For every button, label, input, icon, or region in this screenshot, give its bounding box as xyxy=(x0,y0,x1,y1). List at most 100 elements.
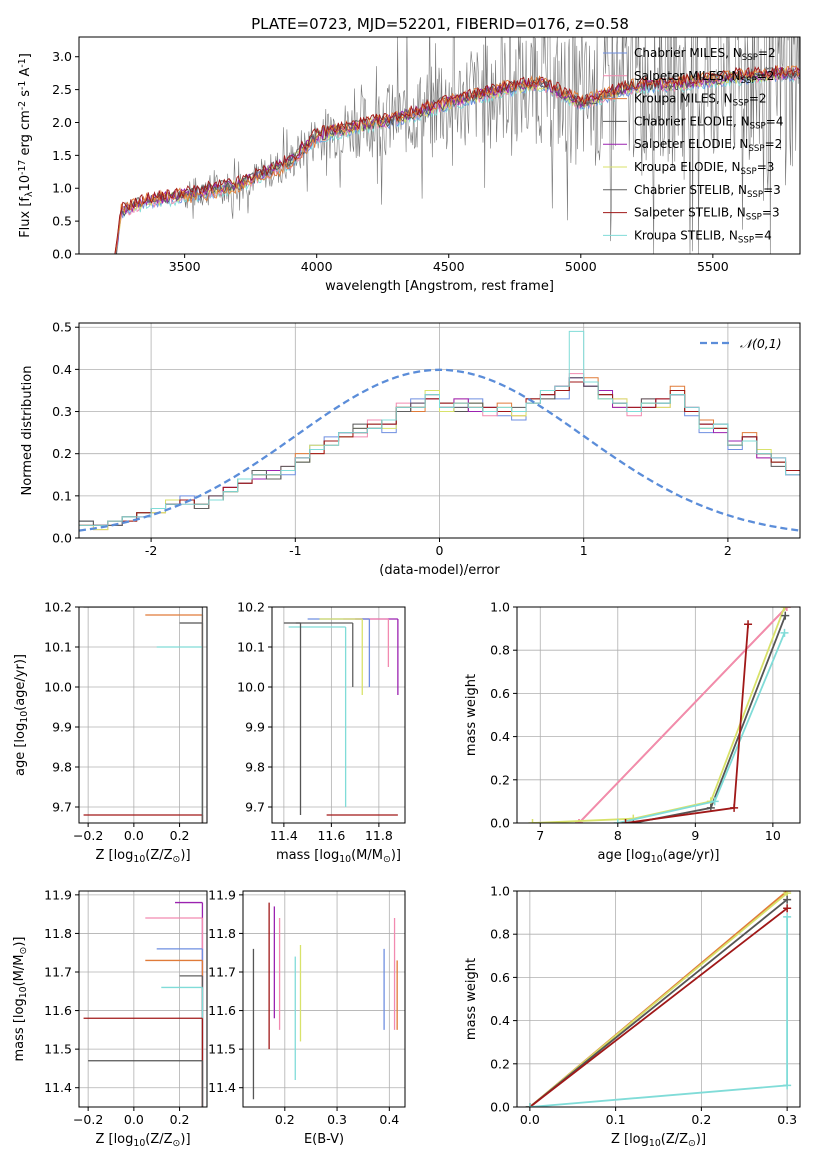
mass_vs_ebv-ytick-label: 11.7 xyxy=(208,965,236,980)
mass_vs_Z-plot-area xyxy=(83,901,204,1107)
massweight_vs_age-ylabel: mass weight xyxy=(464,674,479,756)
point-marker-salp_miles xyxy=(782,607,791,611)
point-marker-krou_stelib xyxy=(525,1103,534,1107)
residuals-ytick-label: 0.3 xyxy=(52,404,72,419)
age_vs_Z-frame xyxy=(78,606,208,824)
age_vs_Z-plot-area xyxy=(83,607,204,823)
spectrum-plot-area xyxy=(105,37,800,254)
massweight_vs_Z-panel: 0.0 0.1 0.2 0.3 0.0 0.2 0.4 0.6 0.8 1.0 Z [log10(Z… xyxy=(464,884,801,1149)
age_vs_mass-plot-area xyxy=(283,618,399,816)
spectrum-ytick-label: 1.0 xyxy=(52,181,72,196)
residuals-ytick-label: 0.5 xyxy=(52,320,72,335)
mass_vs_Z-ytick-label: 11.8 xyxy=(44,926,72,941)
model-krou_miles xyxy=(105,64,800,254)
age_vs_Z-ytick-label: 10.0 xyxy=(44,680,72,695)
observed-spectrum xyxy=(184,37,800,254)
spectrum-frame xyxy=(78,36,801,255)
massweight_vs_Z-plot-area xyxy=(525,891,792,1107)
cumulative-chab_elodie xyxy=(633,615,787,823)
point-marker-chab_elodie xyxy=(781,611,790,620)
massweight_vs_Z-ytick-label: 0.2 xyxy=(490,1056,510,1071)
massweight_vs_age-xtick-label: 9 xyxy=(691,828,699,843)
mass_vs_ebv-ytick-label: 11.8 xyxy=(208,926,236,941)
residuals-xlabel: (data-model)/error xyxy=(379,563,500,578)
massweight_vs_Z-xtick-label: 0.1 xyxy=(606,1112,626,1127)
spectrum-xtick-label: 5000 xyxy=(565,259,597,274)
age_vs_mass-ytick-label: 10.2 xyxy=(237,600,265,615)
mass_vs_Z-panel: −0.2 0.0 0.2 11.4 11.5 11.6 11.7 11.8 11.9 Z [log… xyxy=(12,887,208,1149)
mass_vs_ebv-xtick-label: 0.4 xyxy=(379,1112,399,1127)
mass_vs_ebv-frame xyxy=(242,890,406,1108)
massweight_vs_age-ytick-label: 1.0 xyxy=(490,600,510,615)
residuals-ytick-label: 0.1 xyxy=(52,488,72,503)
residuals-plot-area xyxy=(79,330,800,532)
age_vs_mass-ytick-label: 10.0 xyxy=(237,680,265,695)
massweight_vs_age-ytick-label: 0.8 xyxy=(490,643,510,658)
massweight_vs_age-xlabel: age [log10(age/yr)] xyxy=(598,848,720,865)
mass_vs_Z-ylabel: mass [log10(M/M⊙)] xyxy=(12,937,29,1062)
point-marker-krou_stelib xyxy=(783,1081,792,1090)
point-marker-krou_stelib xyxy=(710,797,719,806)
legend-label-chab_miles: Chabrier MILES, NSSP=2 xyxy=(634,46,776,63)
cumulative-salp_stelib xyxy=(625,624,749,823)
mass_vs_Z-ytick-label: 11.7 xyxy=(44,965,72,980)
spectrum-panel: 3500 4000 4500 5000 5500 0.0 0.5 1.0 1.5 2.0 2.5 3.… xyxy=(17,36,801,294)
normal-curve xyxy=(79,368,800,532)
point-marker-salp_stelib xyxy=(730,803,739,812)
mass_vs_ebv-ytick-label: 11.9 xyxy=(208,887,236,902)
mass_vs_Z-ytick-label: 11.4 xyxy=(44,1080,72,1095)
spectrum-ytick-label: 2.5 xyxy=(52,82,72,97)
residuals-panel: -2 -1 0 1 2 0.0 0.1 0.2 0.3 0.4 0.5 (data-model)/er… xyxy=(20,320,801,578)
age_vs_mass-panel: 11.4 11.6 11.8 9.7 9.8 9.9 10.0 10.1 10.2 mass [l… xyxy=(237,600,406,865)
massweight_vs_age-xtick-label: 7 xyxy=(536,828,544,843)
spectrum-xtick-label: 4500 xyxy=(433,259,465,274)
histogram-salp_miles xyxy=(79,373,800,531)
legend-label-salp_miles: Salpeter MILES, NSSP=2 xyxy=(634,69,774,86)
legend-label-salp_elodie: Salpeter ELODIE, NSSP=2 xyxy=(634,137,782,154)
massweight_vs_age-xtick-label: 10 xyxy=(765,828,781,843)
cumulative-chab_elodie xyxy=(529,898,788,1107)
spectrum-ytick-label: 2.0 xyxy=(52,115,72,130)
point-marker-salp_stelib xyxy=(783,904,792,913)
massweight_vs_age-panel: 7 8 9 10 0.0 0.2 0.4 0.6 0.8 1.0 age [log10(age/yr… xyxy=(464,600,801,865)
age_vs_mass-xtick-label: 11.8 xyxy=(365,828,393,843)
cumulative-krou_stelib xyxy=(529,916,788,1107)
residuals-xtick-label: -1 xyxy=(289,543,301,558)
age_vs_Z-panel: −0.2 0.0 0.2 9.7 9.8 9.9 10.0 10.1 10.2 Z [log10(… xyxy=(13,600,208,865)
age_vs_Z-ytick-label: 9.8 xyxy=(52,760,72,775)
legend-label-chab_elodie: Chabrier ELODIE, NSSP=4 xyxy=(634,114,783,131)
residuals-legend-label: 𝒩(0,1) xyxy=(740,336,782,351)
mass_vs_ebv-plot-area xyxy=(252,902,398,1100)
legend-label-chab_stelib: Chabrier STELIB, NSSP=3 xyxy=(634,183,781,200)
mass_vs_Z-ytick-label: 11.6 xyxy=(44,1003,72,1018)
legend-label-salp_stelib: Salpeter STELIB, NSSP=3 xyxy=(634,206,780,223)
spectrum-ylabel: Flux [fλ10-17 erg cm-2 s-1 A-1] xyxy=(17,53,35,238)
massweight_vs_age-ytick-label: 0.6 xyxy=(490,686,510,701)
massweight_vs_age-ytick-label: 0.0 xyxy=(490,816,510,831)
age_vs_mass-frame xyxy=(271,606,406,824)
age_vs_mass-ytick-label: 9.8 xyxy=(245,760,265,775)
cumulative-salp_miles xyxy=(578,607,788,823)
age_vs_Z-xtick-label: −0.2 xyxy=(73,828,103,843)
mass_vs_Z-xtick-label: 0.0 xyxy=(124,1112,144,1127)
age_vs_mass-xlabel: mass [log10(M/M⊙)] xyxy=(276,848,401,865)
age_vs_Z-xlabel: Z [log10(Z/Z⊙)] xyxy=(95,848,190,865)
mass_vs_Z-xtick-label: 0.2 xyxy=(170,1112,190,1127)
legend-label-krou_elodie: Kroupa ELODIE, NSSP=3 xyxy=(634,160,774,177)
massweight_vs_age-ytick-label: 0.2 xyxy=(490,772,510,787)
massweight_vs_Z-ytick-label: 0.0 xyxy=(490,1100,510,1115)
age_vs_Z-ytick-label: 10.2 xyxy=(44,600,72,615)
age_vs_Z-ylabel: age [log10(age/yr)] xyxy=(13,654,30,776)
massweight_vs_age-ytick-label: 0.4 xyxy=(490,729,510,744)
massweight_vs_age-xtick-label: 8 xyxy=(614,828,622,843)
mass_vs_Z-ytick-label: 11.9 xyxy=(44,887,72,902)
mass_vs_Z-frame xyxy=(78,890,208,1108)
age_vs_Z-ytick-label: 9.9 xyxy=(52,720,72,735)
spectrum-ytick-label: 3.0 xyxy=(52,49,72,64)
mass_vs_ebv-ytick-label: 11.4 xyxy=(208,1080,236,1095)
age_vs_mass-xtick-label: 11.4 xyxy=(270,828,298,843)
massweight_vs_age-frame xyxy=(516,606,801,824)
point-marker-chab_elodie xyxy=(783,895,792,904)
massweight_vs_Z-xtick-label: 0.2 xyxy=(691,1112,711,1127)
residuals-ylabel: Normed distribution xyxy=(20,366,35,496)
